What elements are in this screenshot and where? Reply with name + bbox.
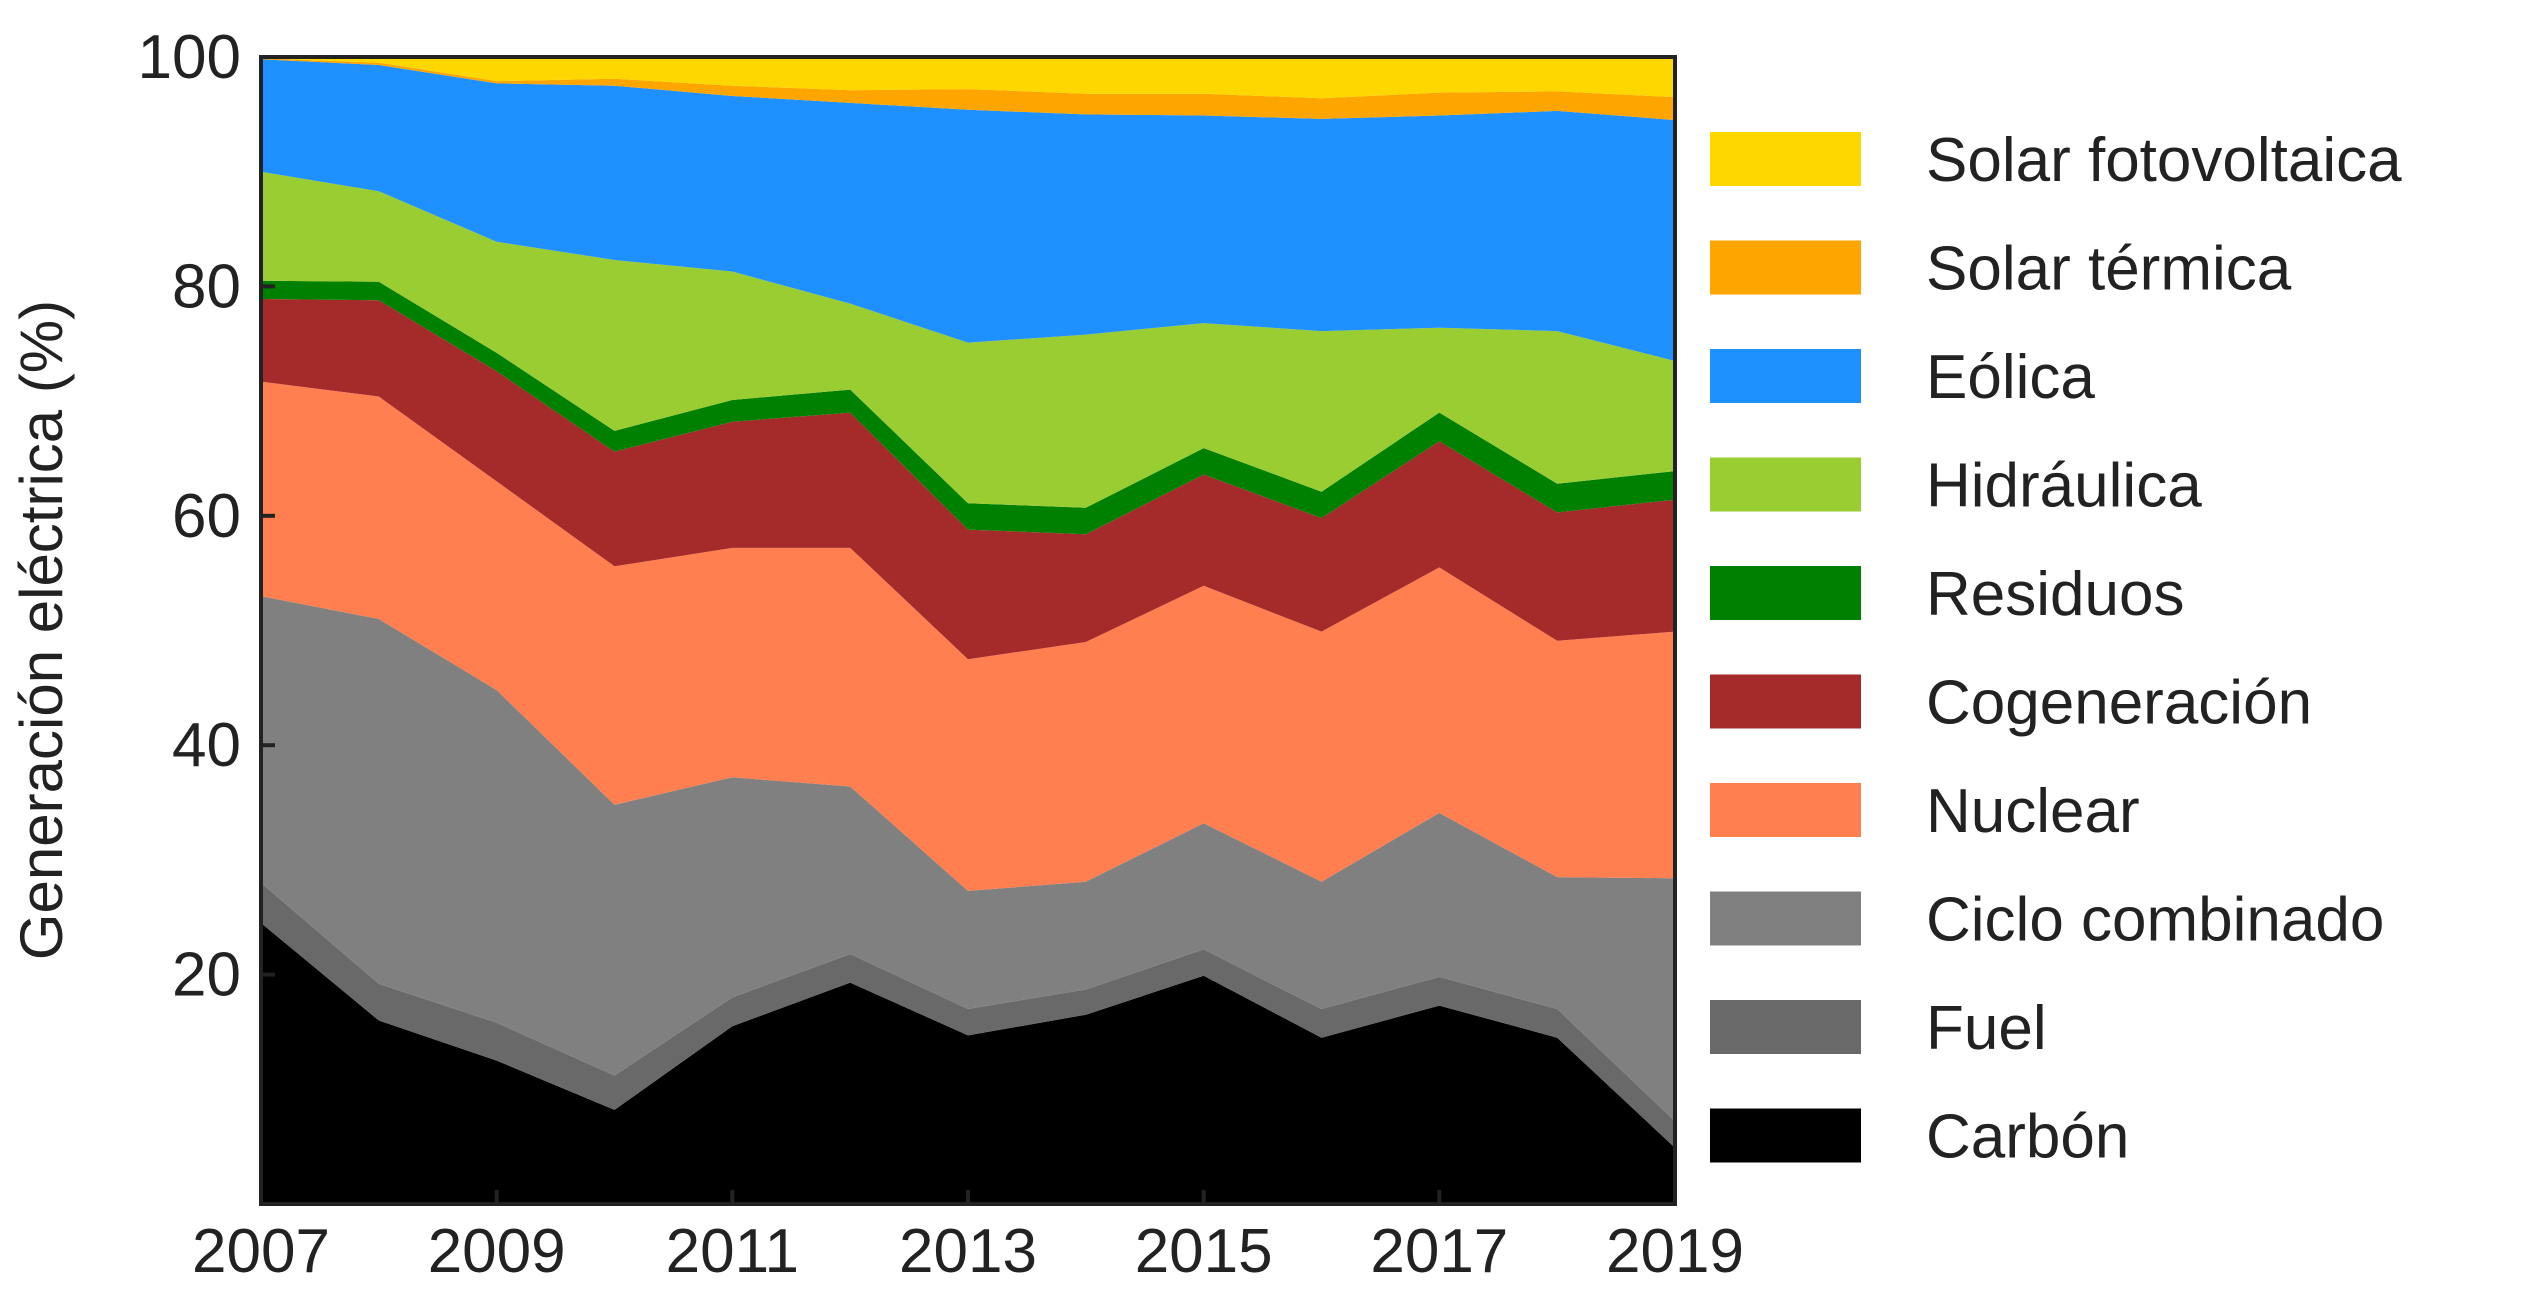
y-tick-label: 40: [172, 711, 241, 780]
axis-ticks: 2007 2009 2011 2013 2015 2017 2019 20 40 60 80 100: [138, 23, 1744, 1286]
y-tick-label: 80: [172, 252, 241, 321]
legend-swatch-solar-termica: [1710, 240, 1861, 295]
legend-swatch-eolica: [1710, 349, 1861, 403]
area-carbon: [261, 923, 1675, 1204]
x-tick-label: 2011: [666, 1217, 799, 1286]
x-tick-label: 2013: [899, 1217, 1037, 1286]
legend-label-fuel: Fuel: [1926, 994, 2047, 1063]
series-areas: [261, 57, 1675, 1204]
area-solar-fotovoltaica: [261, 57, 1675, 99]
y-tick-label: 20: [172, 941, 241, 1010]
legend-swatch-solar-fotovoltaica: [1710, 132, 1861, 186]
legend-swatch-fuel: [1710, 1000, 1861, 1054]
area-nuclear: [261, 381, 1675, 891]
legend-swatch-nuclear: [1710, 783, 1861, 837]
legend-label-residuos: Residuos: [1926, 560, 2184, 629]
x-tick-label: 2007: [192, 1217, 330, 1286]
area-hidraulica: [261, 171, 1675, 508]
legend-swatch-hidraulica: [1710, 457, 1861, 512]
legend: Solar fotovoltaica Solar térmica Eólica Hid…: [1710, 126, 2402, 1172]
legend-label-solar-termica: Solar térmica: [1926, 235, 2292, 304]
y-tick-label: 100: [138, 23, 241, 92]
x-tick-label: 2015: [1135, 1217, 1273, 1286]
x-tick-label: 2019: [1606, 1217, 1744, 1286]
x-tick-label: 2017: [1370, 1217, 1508, 1286]
area-ciclo-combinado: [261, 596, 1675, 1122]
legend-label-solar-fotovoltaica: Solar fotovoltaica: [1926, 126, 2402, 195]
legend-swatch-cogeneracion: [1710, 674, 1861, 729]
x-tick-label: 2009: [428, 1217, 566, 1286]
legend-label-nuclear: Nuclear: [1926, 777, 2140, 846]
legend-swatch-ciclo-combinado: [1710, 891, 1861, 946]
legend-swatch-residuos: [1710, 566, 1861, 620]
legend-swatch-carbon: [1710, 1108, 1861, 1163]
y-axis-label: Generación eléctrica (%): [8, 300, 75, 960]
area-residuos: [261, 280, 1675, 535]
legend-label-eolica: Eólica: [1926, 343, 2095, 412]
y-tick-label: 60: [172, 482, 241, 551]
area-eolica: [261, 59, 1675, 362]
legend-label-hidraulica: Hidráulica: [1926, 452, 2202, 521]
area-cogeneracion: [261, 299, 1675, 660]
area-fuel: [261, 882, 1675, 1148]
legend-label-ciclo-combinado: Ciclo combinado: [1926, 886, 2384, 955]
legend-label-cogeneracion: Cogeneración: [1926, 669, 2312, 738]
legend-label-carbon: Carbón: [1926, 1103, 2129, 1172]
